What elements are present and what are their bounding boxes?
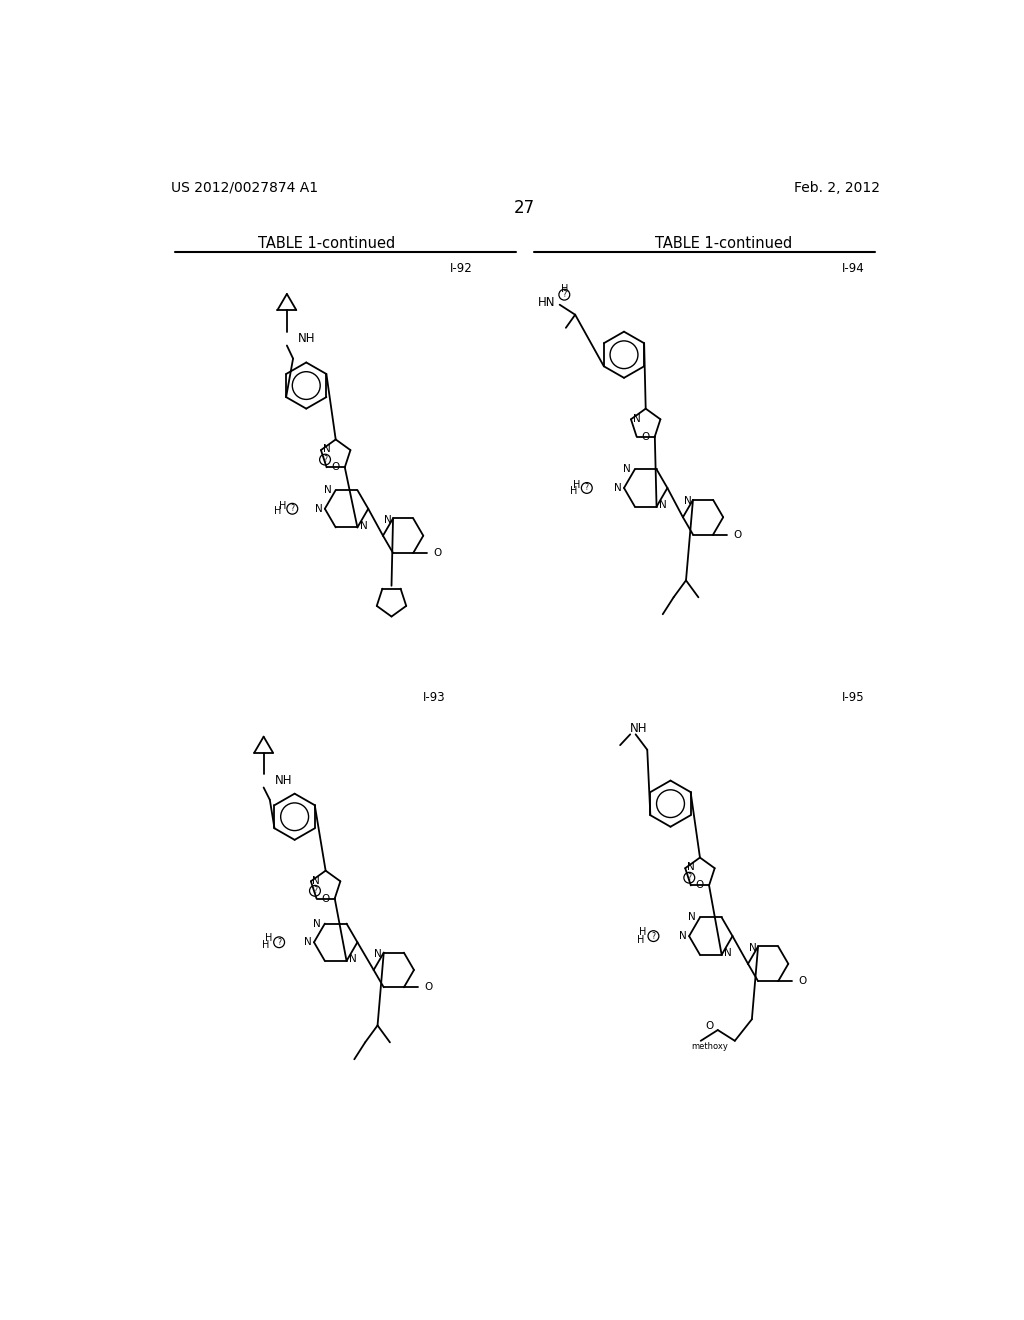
Text: N: N bbox=[313, 919, 321, 928]
Text: Feb. 2, 2012: Feb. 2, 2012 bbox=[794, 181, 880, 194]
Text: N: N bbox=[658, 500, 667, 510]
Text: methoxy: methoxy bbox=[691, 1041, 728, 1051]
Text: ?: ? bbox=[651, 932, 655, 941]
Text: N: N bbox=[688, 912, 696, 923]
Text: ?: ? bbox=[687, 874, 691, 882]
Text: N: N bbox=[323, 445, 331, 454]
Text: N: N bbox=[375, 949, 382, 960]
Text: O: O bbox=[322, 894, 330, 903]
Text: N: N bbox=[304, 937, 311, 948]
Text: H: H bbox=[265, 933, 272, 944]
Text: N: N bbox=[724, 948, 732, 958]
Text: H: H bbox=[637, 935, 644, 945]
Text: ?: ? bbox=[290, 504, 294, 513]
Text: TABLE 1-continued: TABLE 1-continued bbox=[258, 235, 395, 251]
Text: H: H bbox=[573, 480, 581, 490]
Text: N: N bbox=[679, 931, 687, 941]
Text: N: N bbox=[324, 484, 332, 495]
Text: N: N bbox=[359, 521, 368, 531]
Text: O: O bbox=[705, 1022, 713, 1031]
Text: ?: ? bbox=[313, 886, 317, 895]
Text: NH: NH bbox=[274, 774, 292, 787]
Text: I-93: I-93 bbox=[423, 690, 445, 704]
Text: 27: 27 bbox=[514, 199, 536, 218]
Text: N: N bbox=[624, 465, 631, 474]
Text: NH: NH bbox=[298, 333, 315, 345]
Text: ?: ? bbox=[323, 455, 327, 465]
Text: N: N bbox=[312, 875, 321, 886]
Text: H: H bbox=[262, 940, 270, 950]
Text: H: H bbox=[570, 486, 578, 496]
Text: N: N bbox=[349, 954, 356, 965]
Text: I-92: I-92 bbox=[451, 261, 473, 275]
Text: N: N bbox=[314, 504, 323, 513]
Text: N: N bbox=[749, 942, 757, 953]
Text: O: O bbox=[424, 982, 432, 993]
Text: O: O bbox=[799, 977, 807, 986]
Text: I-94: I-94 bbox=[842, 261, 864, 275]
Text: O: O bbox=[641, 432, 649, 441]
Text: O: O bbox=[733, 529, 741, 540]
Text: ?: ? bbox=[562, 290, 566, 300]
Text: O: O bbox=[331, 462, 340, 473]
Text: US 2012/0027874 A1: US 2012/0027874 A1 bbox=[171, 181, 317, 194]
Text: H: H bbox=[280, 500, 287, 511]
Text: N: N bbox=[687, 862, 694, 873]
Text: H: H bbox=[274, 506, 282, 516]
Text: N: N bbox=[614, 483, 622, 492]
Text: H: H bbox=[560, 284, 568, 293]
Text: O: O bbox=[433, 548, 441, 558]
Text: TABLE 1-continued: TABLE 1-continued bbox=[654, 235, 792, 251]
Text: N: N bbox=[633, 413, 640, 424]
Text: H: H bbox=[639, 927, 646, 937]
Text: ?: ? bbox=[585, 483, 589, 492]
Text: N: N bbox=[384, 515, 391, 525]
Text: NH: NH bbox=[630, 722, 648, 735]
Text: N: N bbox=[684, 496, 691, 507]
Text: I-95: I-95 bbox=[842, 690, 864, 704]
Text: HN: HN bbox=[538, 296, 555, 309]
Text: ?: ? bbox=[278, 937, 282, 946]
Text: O: O bbox=[695, 880, 703, 891]
